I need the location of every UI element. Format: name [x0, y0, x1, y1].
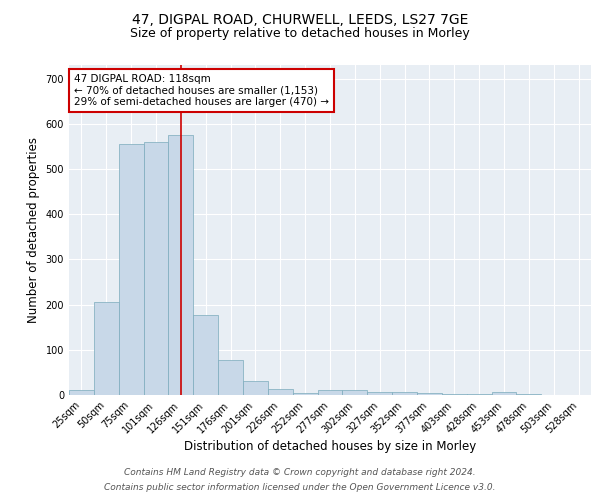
- Bar: [243, 382, 268, 395]
- Bar: [169, 135, 193, 395]
- Bar: [69, 390, 94, 395]
- Bar: [293, 392, 317, 395]
- Text: 47 DIGPAL ROAD: 118sqm
← 70% of detached houses are smaller (1,153)
29% of semi-: 47 DIGPAL ROAD: 118sqm ← 70% of detached…: [74, 74, 329, 107]
- Bar: [317, 390, 343, 395]
- Text: Contains public sector information licensed under the Open Government Licence v3: Contains public sector information licen…: [104, 483, 496, 492]
- Bar: [442, 394, 467, 395]
- Y-axis label: Number of detached properties: Number of detached properties: [27, 137, 40, 323]
- Bar: [94, 302, 119, 395]
- Bar: [491, 392, 517, 395]
- Text: Size of property relative to detached houses in Morley: Size of property relative to detached ho…: [130, 28, 470, 40]
- Bar: [367, 392, 392, 395]
- Bar: [143, 142, 169, 395]
- Bar: [343, 390, 367, 395]
- Bar: [268, 389, 293, 395]
- Bar: [193, 314, 218, 395]
- Text: 47, DIGPAL ROAD, CHURWELL, LEEDS, LS27 7GE: 47, DIGPAL ROAD, CHURWELL, LEEDS, LS27 7…: [132, 12, 468, 26]
- Bar: [417, 392, 442, 395]
- Text: Contains HM Land Registry data © Crown copyright and database right 2024.: Contains HM Land Registry data © Crown c…: [124, 468, 476, 477]
- Bar: [119, 144, 143, 395]
- Bar: [218, 360, 243, 395]
- Bar: [517, 394, 541, 395]
- Bar: [392, 392, 417, 395]
- Bar: [467, 394, 491, 395]
- X-axis label: Distribution of detached houses by size in Morley: Distribution of detached houses by size …: [184, 440, 476, 454]
